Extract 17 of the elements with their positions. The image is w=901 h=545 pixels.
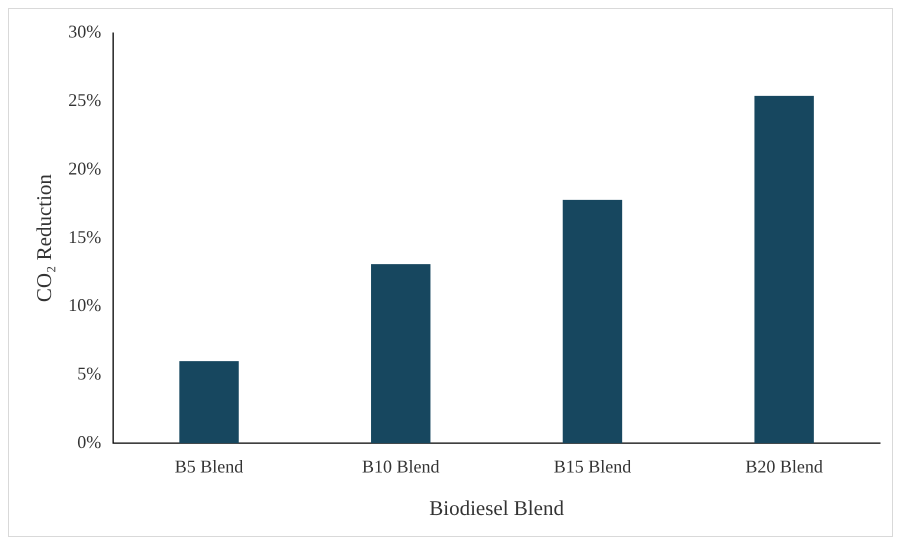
y-tick-label: 0% [77, 432, 102, 452]
x-tick-label: B5 Blend [174, 456, 244, 477]
bar [754, 96, 814, 444]
y-tick-label: 5% [77, 364, 102, 384]
x-tick-label: B10 Blend [362, 456, 440, 477]
x-tick-label: B20 Blend [745, 456, 823, 477]
y-tick-label: 15% [68, 226, 102, 247]
bar [562, 200, 622, 444]
bar [371, 264, 430, 444]
x-tick-label: B15 Blend [554, 456, 632, 477]
y-tick-label: 10% [68, 295, 102, 316]
y-axis-title: CO₂ Reduction [32, 174, 56, 302]
bar [179, 361, 239, 444]
y-tick-label: 20% [68, 158, 102, 178]
y-tick-label: 25% [68, 90, 102, 110]
x-axis-title: Biodiesel Blend [429, 496, 564, 520]
y-tick-label: 30% [68, 22, 102, 42]
